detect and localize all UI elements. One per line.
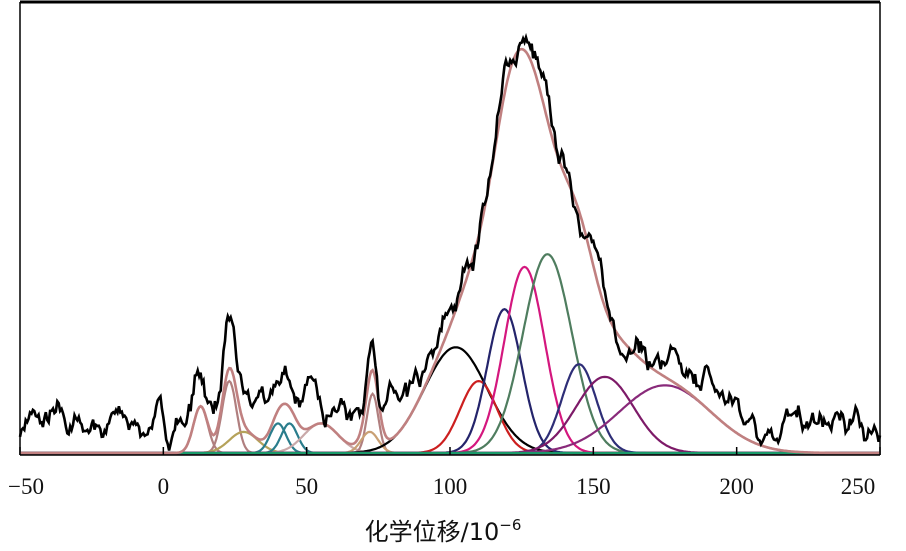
x-tick-label--50: −50 bbox=[8, 474, 44, 499]
x-tick-label-150: 150 bbox=[576, 474, 611, 499]
x-tick-label-250: 250 bbox=[841, 474, 876, 499]
fit-envelope bbox=[20, 47, 880, 455]
component-peak-13 bbox=[20, 253, 880, 455]
component-peak-9 bbox=[20, 346, 880, 455]
x-tick-label-200: 200 bbox=[719, 474, 754, 499]
x-ticks: −50 0 50 100 150 200 250 bbox=[8, 447, 881, 499]
x-tick-label-50: 50 bbox=[295, 474, 318, 499]
measured-spectrum bbox=[18, 32, 882, 451]
component-peak-12 bbox=[20, 265, 880, 455]
envelope-line bbox=[20, 47, 880, 455]
component-peak-14 bbox=[20, 363, 880, 455]
component-peak-7 bbox=[20, 392, 880, 455]
x-tick-label-100: 100 bbox=[433, 474, 468, 499]
measured-line bbox=[18, 32, 882, 451]
x-axis-title-text: 化学位移/10 bbox=[365, 518, 500, 546]
x-axis-title: 化学位移/10−6 bbox=[365, 516, 522, 546]
x-tick-label-0: 0 bbox=[158, 474, 170, 499]
plot-frame bbox=[19, 0, 881, 455]
x-axis-title-exponent: −6 bbox=[499, 516, 521, 534]
fitted-components bbox=[20, 253, 880, 455]
